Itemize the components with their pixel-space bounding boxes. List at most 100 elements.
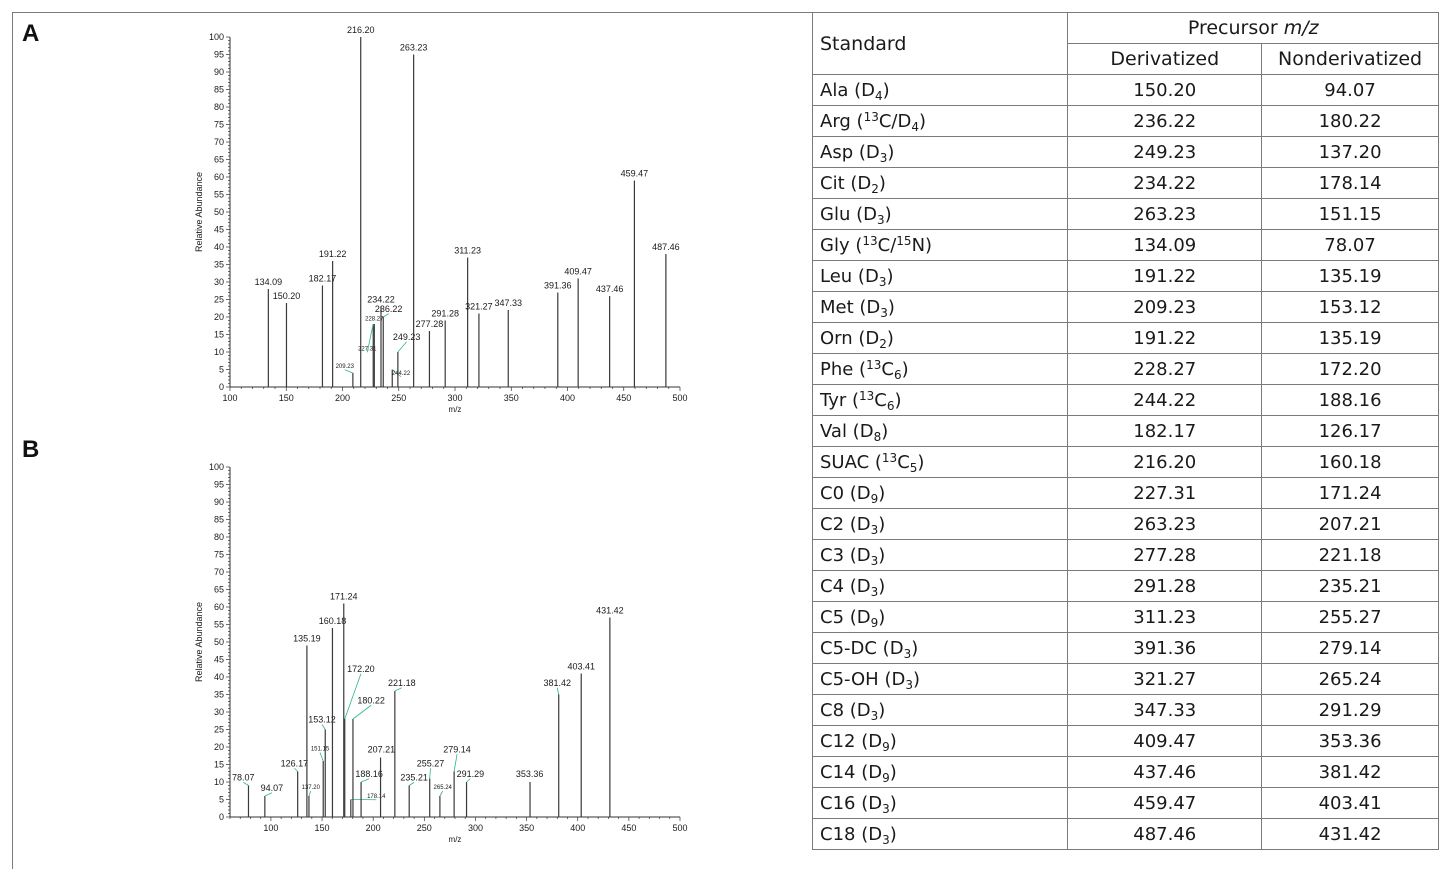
y-tick-label: 20 <box>214 742 224 752</box>
y-tick-label: 70 <box>214 137 224 147</box>
table-row: SUAC (13C5) 216.20 160.18 <box>812 446 1439 478</box>
derivatized-value: 249.23 <box>1067 136 1263 168</box>
isotope-label: C <box>897 451 910 473</box>
peak-label: 409.47 <box>564 267 592 277</box>
standard-name: C16 (D3) <box>812 787 1069 819</box>
isotope-label: 6 <box>886 398 895 413</box>
isotope-label: D <box>863 203 877 225</box>
peak-leader-line <box>344 369 354 374</box>
isotope-label: D <box>856 699 871 721</box>
x-tick-label: 400 <box>560 393 575 403</box>
peak-label: 249.23 <box>393 332 421 342</box>
standard-name: C5-DC (D3) <box>812 632 1069 664</box>
standard-label-close: ) <box>889 792 897 814</box>
panel-a-label: A <box>22 20 40 47</box>
peak-leader-line <box>394 687 402 692</box>
table-row: Arg (13C/D4) 236.22 180.22 <box>812 105 1439 137</box>
standard-label: Glu ( <box>820 203 864 225</box>
isotope-label: 3 <box>882 832 890 847</box>
standard-name: C4 (D3) <box>812 570 1069 602</box>
peak-label: 234.22 <box>367 295 395 305</box>
table-row: Met (D3) 209.23 153.12 <box>812 291 1439 323</box>
x-axis-label: m/z <box>449 405 462 414</box>
y-tick-label: 60 <box>214 602 224 612</box>
y-tick-label: 50 <box>214 207 224 217</box>
standard-name: Ala (D4) <box>812 74 1069 106</box>
nonderivatized-value: 171.24 <box>1261 477 1439 509</box>
nonderivatized-value: 151.15 <box>1261 198 1439 230</box>
y-tick-label: 85 <box>214 515 224 525</box>
nonderivatized-value: 207.21 <box>1261 508 1439 540</box>
standard-name: C5-OH (D3) <box>812 663 1069 695</box>
x-tick-label: 200 <box>335 393 350 403</box>
precursor-table-container: Standard Precursor m/z Derivatized Nonde… <box>812 12 1439 869</box>
nonderivatized-value: 255.27 <box>1261 601 1439 633</box>
header-precursor: Precursor m/z <box>1067 12 1439 44</box>
panel-b-label: B <box>22 436 40 463</box>
y-tick-label: 0 <box>219 382 224 392</box>
header-nonderivatized: Nonderivatized <box>1261 43 1439 75</box>
standard-label-close: ) <box>889 730 897 752</box>
peak-leader-line <box>308 790 312 797</box>
y-tick-label: 20 <box>214 312 224 322</box>
isotope-label: D <box>856 606 871 628</box>
isotope-label: D <box>868 792 883 814</box>
x-tick-label: 150 <box>315 823 330 833</box>
peak-label: 487.46 <box>652 242 680 252</box>
peak-label: 311.23 <box>454 246 481 256</box>
x-tick-label: 350 <box>519 823 534 833</box>
peak-label: 160.18 <box>319 616 347 626</box>
derivatized-value: 321.27 <box>1067 663 1263 695</box>
isotope-label: D <box>856 575 871 597</box>
standard-label: Cit ( <box>820 172 858 194</box>
standard-name: C3 (D3) <box>812 539 1069 571</box>
derivatized-value: 234.22 <box>1067 167 1263 199</box>
isotope-label: 5 <box>909 460 918 475</box>
peak-label: 153.12 <box>308 715 336 725</box>
derivatized-value: 236.22 <box>1067 105 1263 137</box>
standard-label-close: ) <box>878 513 886 535</box>
derivatized-value: 291.28 <box>1067 570 1263 602</box>
derivatized-value: 263.23 <box>1067 198 1263 230</box>
isotope-label: N <box>911 234 926 256</box>
isotope-label: C/ <box>877 234 897 256</box>
x-tick-label: 500 <box>672 393 687 403</box>
y-tick-label: 75 <box>214 550 224 560</box>
nonderivatized-value: 235.21 <box>1261 570 1439 602</box>
peak-label: 437.46 <box>596 284 624 294</box>
peak-leader-line <box>429 768 431 779</box>
x-tick-label: 300 <box>468 823 483 833</box>
isotope-label: 15 <box>896 233 912 248</box>
standard-label: C0 ( <box>820 482 857 504</box>
peak-label: 172.20 <box>347 664 375 674</box>
derivatized-value: 311.23 <box>1067 601 1263 633</box>
y-tick-label: 100 <box>209 32 224 42</box>
peak-label: 94.07 <box>261 783 284 793</box>
peak-label: 235.21 <box>400 772 428 782</box>
peak-label: 150.20 <box>273 291 301 301</box>
y-tick-label: 95 <box>214 50 224 60</box>
peak-leader-line <box>556 687 560 695</box>
peak-label: 227.31 <box>358 346 377 352</box>
isotope-label: 3 <box>905 677 913 692</box>
isotope-label: D <box>856 544 871 566</box>
standard-name: Orn (D2) <box>812 322 1069 354</box>
derivatized-value: 134.09 <box>1067 229 1263 261</box>
peak-label: 182.17 <box>309 274 337 284</box>
derivatized-value: 191.22 <box>1067 260 1263 292</box>
y-tick-label: 100 <box>209 462 224 472</box>
y-tick-label: 35 <box>214 260 224 270</box>
derivatized-value: 227.31 <box>1067 477 1263 509</box>
standard-label-close: ) <box>878 606 886 628</box>
peak-label: 244.22 <box>392 371 411 377</box>
isotope-label: D <box>868 761 883 783</box>
peak-leader-line <box>319 752 324 762</box>
standard-name: Met (D3) <box>812 291 1069 323</box>
peak-label: 321.27 <box>465 302 493 312</box>
standard-label: Leu ( <box>820 265 865 287</box>
standard-label-close: ) <box>887 141 895 163</box>
table-row: C5-DC (D3) 391.36 279.14 <box>812 632 1439 664</box>
isotope-label: D <box>865 141 880 163</box>
peak-leader-line <box>366 323 374 353</box>
derivatized-value: 150.20 <box>1067 74 1263 106</box>
